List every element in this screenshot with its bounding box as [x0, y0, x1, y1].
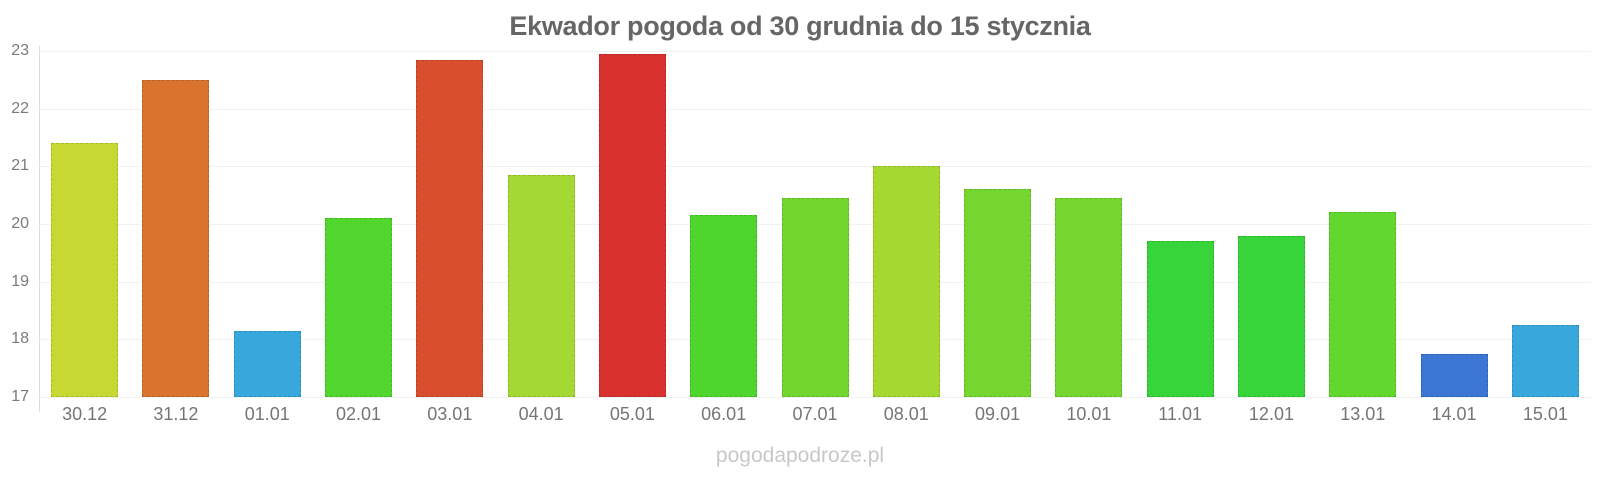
bar-02.01[interactable] — [325, 218, 393, 397]
bar-01.01[interactable] — [233, 330, 301, 397]
bar-12.01[interactable] — [1237, 235, 1305, 397]
x-tick-label: 30.12 — [62, 404, 108, 424]
x-tick-label: 09.01 — [975, 404, 1021, 424]
bar-14.01[interactable] — [1420, 353, 1488, 397]
x-tick-label: 15.01 — [1522, 404, 1568, 424]
x-tick-label: 01.01 — [244, 404, 290, 424]
bar-08.01[interactable] — [872, 166, 940, 397]
bar-07.01[interactable] — [781, 198, 849, 397]
bar-09.01[interactable] — [964, 189, 1032, 397]
x-tick-label: 11.01 — [1158, 404, 1203, 424]
y-axis: 17 18 19 20 21 22 23 — [0, 43, 29, 405]
plot-area — [39, 51, 1591, 398]
x-tick-label: 08.01 — [883, 404, 929, 424]
bar-15.01[interactable] — [1511, 324, 1579, 397]
x-tick-label: 02.01 — [335, 404, 382, 424]
x-tick-label: 31.12 — [153, 404, 199, 424]
bar-04.01[interactable] — [507, 174, 575, 397]
chart-title: Ekwador pogoda od 30 grudnia do 15 stycz… — [509, 11, 1091, 41]
y-tick-label: 22 — [11, 99, 29, 117]
bar-05.01[interactable] — [598, 53, 666, 397]
y-tick-label: 23 — [11, 42, 29, 59]
bar-11.01[interactable] — [1146, 241, 1214, 397]
y-tick-label: 17 — [11, 388, 29, 405]
x-tick-label: 12.01 — [1248, 404, 1294, 424]
bar-30.12[interactable] — [51, 143, 119, 397]
y-tick-label: 19 — [11, 272, 29, 290]
x-axis: 30.12 31.12 01.01 02.01 03.01 04.01 05.01 06.01… — [39, 402, 1591, 428]
x-tick-label: 10.01 — [1066, 404, 1112, 424]
x-tick-label: 07.01 — [792, 404, 838, 424]
x-tick-label: 14.01 — [1431, 404, 1477, 424]
x-tick-label: 03.01 — [427, 404, 473, 424]
gridline — [39, 166, 1591, 168]
bar-31.12[interactable] — [142, 79, 210, 397]
bar-03.01[interactable] — [416, 59, 484, 397]
y-axis-line — [39, 46, 40, 412]
x-tick-label: 13.01 — [1340, 404, 1386, 424]
gridline — [39, 51, 1591, 52]
bar-06.01[interactable] — [690, 215, 758, 397]
x-tick-label: 06.01 — [701, 404, 747, 424]
x-tick-label: 05.01 — [609, 404, 655, 424]
bar-13.01[interactable] — [1329, 212, 1397, 397]
y-tick-label: 18 — [11, 330, 29, 348]
watermark: pogodapodroze.pl — [715, 444, 885, 467]
bar-10.01[interactable] — [1055, 198, 1123, 397]
y-tick-label: 20 — [11, 215, 29, 232]
gridline — [39, 397, 1591, 398]
x-tick-label: 04.01 — [518, 404, 564, 424]
y-tick-label: 21 — [11, 157, 29, 175]
gridline — [39, 108, 1591, 110]
